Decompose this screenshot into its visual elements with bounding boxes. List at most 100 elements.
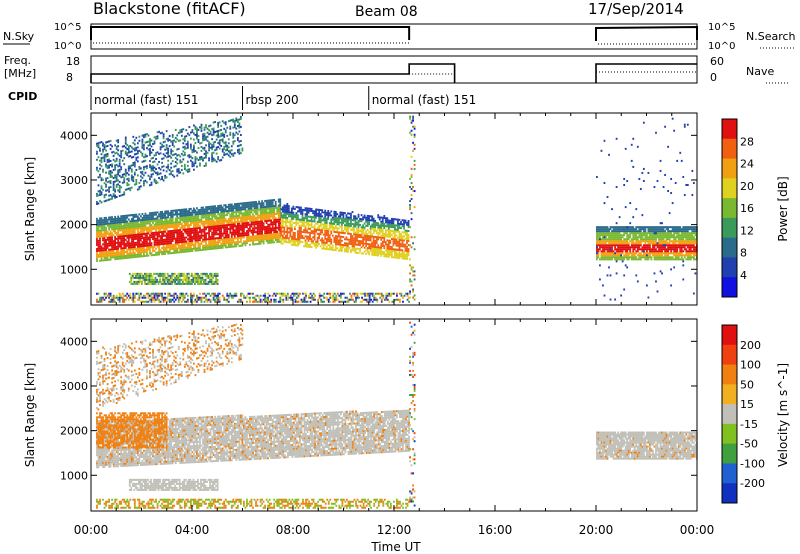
heatmap-cell xyxy=(190,144,192,146)
heatmap-cell xyxy=(167,273,169,275)
heatmap-cell xyxy=(263,204,265,206)
heatmap-cell xyxy=(149,250,151,252)
heatmap-cell xyxy=(279,237,281,239)
heatmap-cell xyxy=(123,301,125,303)
heatmap-cell xyxy=(210,301,212,303)
heatmap-cell xyxy=(134,297,136,299)
heatmap-cell xyxy=(96,218,98,220)
heatmap-cell xyxy=(105,150,107,152)
heatmap-cell xyxy=(347,221,349,223)
heatmap-cell xyxy=(249,228,251,230)
heatmap-cell xyxy=(226,299,228,301)
noise-sky-line xyxy=(91,27,409,40)
heatmap-cell xyxy=(140,293,142,295)
heatmap-cell xyxy=(113,250,115,252)
heatmap-cell xyxy=(275,217,277,219)
heatmap-cell xyxy=(156,279,158,281)
freq-panel: Freq. [MHz] 18 8 60 0 Nave xyxy=(4,54,790,84)
heatmap-cell xyxy=(252,213,254,215)
heatmap-cell xyxy=(251,226,253,228)
heatmap-cell xyxy=(196,166,198,168)
heatmap-cell xyxy=(406,258,408,260)
heatmap-cell xyxy=(392,222,394,224)
heatmap-cell xyxy=(207,152,209,154)
heatmap-cell xyxy=(311,208,313,210)
heatmap-cell xyxy=(135,169,137,171)
heatmap-cell xyxy=(234,140,236,142)
heatmap-cell xyxy=(145,297,147,299)
heatmap-cell xyxy=(291,230,293,232)
heatmap-cell xyxy=(279,202,281,204)
heatmap-cell xyxy=(172,216,174,218)
heatmap-cell xyxy=(292,218,294,220)
heatmap-cell xyxy=(219,299,221,301)
heatmap-cell xyxy=(408,240,410,242)
heatmap-cell xyxy=(143,184,145,186)
heatmap-cell xyxy=(214,293,216,295)
heatmap-cell xyxy=(163,169,165,171)
heatmap-cell xyxy=(383,223,385,225)
heatmap-cell xyxy=(245,297,247,299)
heatmap-cell xyxy=(149,160,151,162)
heatmap-cell xyxy=(179,229,181,231)
heatmap-cell xyxy=(330,220,332,222)
heatmap-cell xyxy=(355,215,357,217)
heatmap-cell xyxy=(101,159,103,161)
heatmap-cell xyxy=(302,235,304,237)
heatmap-cell xyxy=(342,214,344,216)
heatmap-cell xyxy=(249,244,251,246)
heatmap-cell xyxy=(122,297,124,299)
heatmap-cell xyxy=(128,218,130,220)
heatmap-cell xyxy=(300,227,302,229)
heatmap-cell xyxy=(151,301,153,303)
heatmap-cell xyxy=(174,281,176,283)
heatmap-cell xyxy=(368,221,370,223)
heatmap-cell xyxy=(234,223,236,225)
heatmap-cell xyxy=(370,231,372,233)
heatmap-cell xyxy=(152,277,154,279)
heatmap-cell xyxy=(188,277,190,279)
heatmap-cell xyxy=(364,247,366,249)
heatmap-cell xyxy=(249,299,251,301)
heatmap-cell xyxy=(338,227,340,229)
heatmap-cell xyxy=(176,215,178,217)
heatmap-cell xyxy=(184,245,186,247)
heatmap-cell xyxy=(131,150,133,152)
heatmap-cell xyxy=(188,170,190,172)
heatmap-cell xyxy=(191,283,193,285)
heatmap-cell xyxy=(254,215,256,217)
heatmap-cell xyxy=(110,180,112,182)
heatmap-cell xyxy=(219,301,221,303)
heatmap-cell xyxy=(198,233,200,235)
heatmap-cell xyxy=(359,244,361,246)
heatmap-cell xyxy=(238,215,240,217)
heatmap-cell xyxy=(195,246,197,248)
heatmap-cell xyxy=(368,251,370,253)
heatmap-cell xyxy=(208,159,210,161)
heatmap-cell xyxy=(149,222,151,224)
heatmap-cell xyxy=(377,238,379,240)
heatmap-cell xyxy=(327,216,329,218)
heatmap-cell xyxy=(257,213,259,215)
heatmap-cell xyxy=(138,241,140,243)
heatmap-cell xyxy=(201,301,203,303)
heatmap-cell xyxy=(392,244,394,246)
heatmap-cell xyxy=(246,226,248,228)
heatmap-cell xyxy=(188,126,190,128)
heatmap-cell xyxy=(205,124,207,126)
heatmap-cell xyxy=(204,301,206,303)
heatmap-cell xyxy=(342,216,344,218)
heatmap-cell xyxy=(326,246,328,248)
heatmap-cell xyxy=(143,174,145,176)
heatmap-cell xyxy=(280,232,282,234)
heatmap-cell xyxy=(145,225,147,227)
heatmap-cell xyxy=(229,134,231,136)
heatmap-cell xyxy=(324,210,326,212)
heatmap-cell xyxy=(406,256,408,258)
heatmap-cell xyxy=(137,174,139,176)
heatmap-cell xyxy=(231,149,233,151)
heatmap-cell xyxy=(172,220,174,222)
heatmap-cell xyxy=(101,165,103,167)
heatmap-cell xyxy=(187,301,189,303)
heatmap-cell xyxy=(225,121,227,123)
